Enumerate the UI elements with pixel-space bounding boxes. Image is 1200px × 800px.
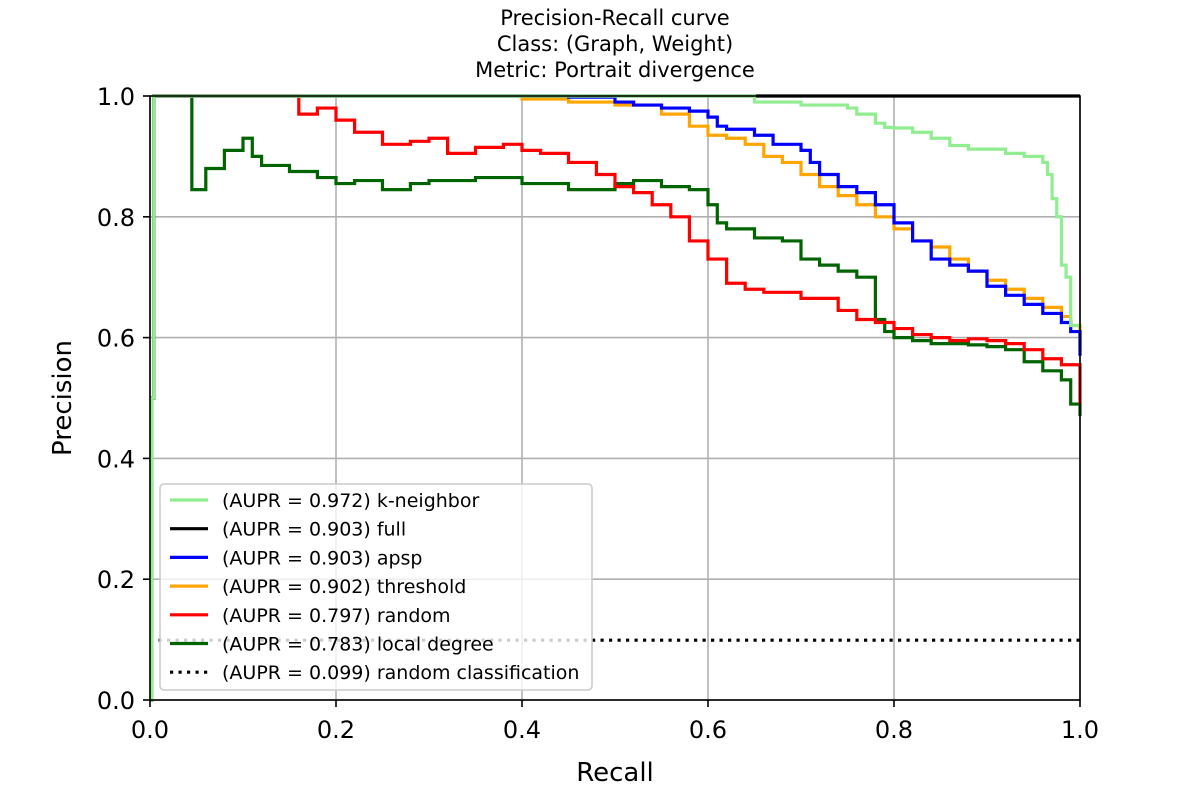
legend-label-3: (AUPR = 0.902) threshold [222,576,466,598]
series-line-2 [150,94,1082,702]
x-tick-label-0: 0.0 [131,716,169,744]
legend-label-1: (AUPR = 0.903) full [222,519,406,541]
legend-label-5: (AUPR = 0.783) local degree [222,634,494,656]
series-line-4 [150,94,1082,702]
legend-label-4: (AUPR = 0.797) random [222,605,451,627]
legend-label-0: (AUPR = 0.972) k-neighbor [222,490,479,512]
y-tick-label-5: 1.0 [97,83,135,111]
legend: (AUPR = 0.972) k-neighbor (AUPR = 0.903) … [159,483,593,691]
x-tick-label-4: 0.8 [875,716,913,744]
x-tick-label-5: 1.0 [1061,716,1099,744]
y-tick-label-2: 0.4 [97,445,135,473]
axes-frame [149,95,1081,701]
series-line-5 [150,94,1082,702]
x-tick-label-2: 0.4 [503,716,541,744]
title-line-2: Metric: Portrait divergence [475,58,755,82]
x-axis-label: Recall [576,758,654,788]
x-tick-label-1: 0.2 [317,716,355,744]
y-tick-label-0: 0.0 [97,687,135,715]
title-line-0: Precision-Recall curve [500,6,729,30]
axes: 0.0 0.2 0.4 0.6 0.8 1.0 0.0 0.2 0.4 0.6 0.8 1.0 Reca… [48,83,1099,788]
y-tick-label-4: 0.8 [97,204,135,232]
title-line-1: Class: (Graph, Weight) [497,32,733,56]
y-axis-label: Precision [48,340,78,456]
legend-label-6: (AUPR = 0.099) random classification [222,662,579,684]
y-tick-label-3: 0.6 [97,325,135,353]
legend-box [159,483,593,691]
legend-label-2: (AUPR = 0.903) apsp [222,547,422,569]
y-tick-label-1: 0.2 [97,566,135,594]
x-tick-label-3: 0.6 [689,716,727,744]
